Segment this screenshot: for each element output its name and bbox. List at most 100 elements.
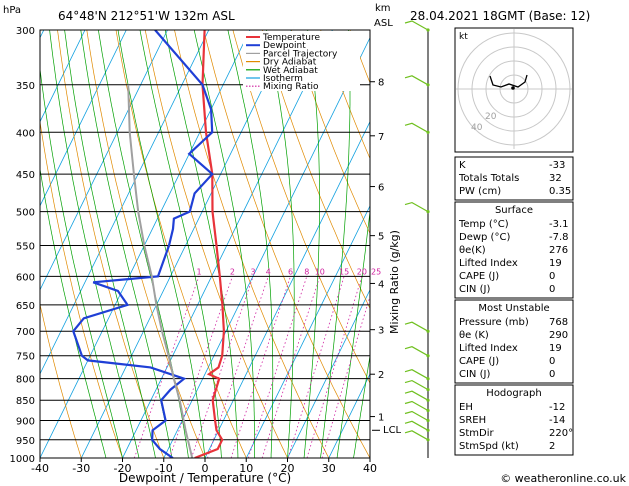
wet-adiabat-line — [49, 30, 140, 458]
surface-table-label: θe(K) — [459, 245, 486, 256]
dry-adiabat-line — [584, 30, 629, 458]
hodograph-trace — [489, 74, 528, 88]
wind-barb — [404, 201, 429, 213]
isotherm-line — [245, 204, 370, 458]
indices-table-label: Totals Totals — [458, 173, 519, 184]
hodograph-unit: kt — [459, 32, 468, 42]
mixing-ratio-line — [191, 276, 254, 458]
wind-barb — [404, 400, 429, 412]
dry-adiabat-line — [320, 30, 370, 160]
legend-label: Mixing Ratio — [263, 82, 319, 92]
wind-barb — [404, 420, 429, 431]
surface-table-label: Lifted Index — [459, 258, 518, 269]
dry-adiabat-line — [86, 30, 206, 458]
x-tick-label: 30 — [322, 462, 336, 475]
wind-barb-dot — [426, 388, 430, 392]
pressure-tick-label: 950 — [16, 436, 35, 447]
isotherm-line — [328, 373, 370, 458]
dry-adiabat-line — [261, 30, 370, 310]
km-tick-label: 5 — [378, 232, 384, 243]
most-unstable-table-value: 768 — [549, 317, 568, 328]
wind-barb — [404, 379, 429, 391]
wind-barb-dot — [426, 418, 430, 423]
dry-adiabat-line — [115, 30, 247, 458]
x-tick-label: -40 — [31, 462, 49, 475]
y-unit-label: hPa — [3, 5, 21, 16]
surface-table-label: Temp (°C) — [458, 219, 509, 230]
wet-adiabat-line — [139, 30, 222, 458]
wind-barb-dot — [426, 83, 430, 87]
profile-curves — [72, 30, 226, 458]
km-tick-label: 3 — [378, 326, 384, 337]
wind-barb-dot — [426, 210, 430, 214]
pressure-tick-label: 800 — [16, 375, 35, 386]
pressure-tick-label: 700 — [16, 327, 35, 338]
mixing-ratio-line — [169, 276, 233, 458]
hodograph-table-box — [454, 384, 574, 456]
pressure-tick-label: 300 — [16, 26, 35, 37]
hodograph-table-label: StmDir — [459, 428, 494, 439]
wind-barb-dot — [426, 329, 430, 333]
dry-adiabat-line — [613, 30, 629, 458]
km-tick-label: 7 — [378, 132, 384, 143]
isotherm-line — [122, 30, 333, 458]
mixing-ratio-label: 25 — [371, 267, 381, 276]
dry-adiabat-line — [291, 30, 370, 235]
mixing-ratio-label: 20 — [357, 267, 367, 276]
wind-barb-dot — [426, 354, 430, 358]
surface-table-value: -7.8 — [549, 232, 569, 243]
wind-barb-dot — [426, 408, 430, 413]
pressure-tick-label: 350 — [16, 81, 35, 92]
hodograph-ring-label: 20 — [485, 112, 497, 122]
km-tick-label: 6 — [378, 183, 384, 194]
most-unstable-table-title: Most Unstable — [478, 303, 549, 314]
mixing-ratio-label: 10 — [315, 267, 325, 276]
most-unstable-table-label: θe (K) — [459, 330, 489, 341]
mixing-ratio-label: 4 — [266, 267, 271, 276]
surface-table-value: 0 — [549, 271, 555, 282]
wind-barb — [404, 75, 429, 86]
wind-barb-dot — [426, 377, 430, 381]
mixing-ratio-label: 6 — [288, 267, 293, 276]
wet-adiabat-line — [353, 353, 370, 458]
asl-unit-label: ASL — [374, 18, 393, 29]
mixing-ratio-line — [248, 276, 308, 458]
indices-table-box — [454, 156, 574, 201]
pressure-tick-label: 600 — [16, 272, 35, 283]
legend-label: Temperature — [262, 33, 320, 43]
surface-table-label: CIN (J) — [459, 284, 490, 295]
wind-barb — [404, 430, 429, 441]
mixing-ratio-label: 8 — [304, 267, 309, 276]
series-parcel-trajectory — [127, 84, 194, 458]
pressure-tick-label: 450 — [16, 170, 35, 181]
mixing-ratio-label: 15 — [339, 267, 349, 276]
wind-barb — [404, 369, 429, 380]
wind-barbs — [404, 20, 430, 458]
indices-table-label: K — [459, 160, 466, 171]
x-tick-label: -10 — [155, 462, 173, 475]
hodograph-table-value: 220° — [549, 428, 573, 439]
indices-table-value: 32 — [549, 173, 562, 184]
legend-label: Dry Adiabat — [263, 58, 317, 68]
surface-table-value: 0 — [549, 284, 555, 295]
mixing-ratio-line — [306, 276, 363, 458]
isotherm-line — [287, 288, 370, 458]
mixing-ratio-line — [287, 276, 345, 458]
surface-table-title: Surface — [495, 205, 533, 216]
location-title: 64°48'N 212°51'W 132m ASL — [58, 9, 235, 23]
indices-table-value: -33 — [549, 160, 565, 171]
wind-barb-dot — [426, 438, 430, 442]
pressure-tick-label: 550 — [16, 242, 35, 253]
isotherm-line — [0, 30, 3, 458]
most-unstable-table-value: 0 — [549, 369, 555, 380]
dry-adiabat-line — [40, 302, 82, 458]
surface-table-box — [454, 201, 574, 299]
hodograph-table-label: StmSpd (kt) — [459, 441, 519, 452]
hodograph-table-value: 2 — [549, 441, 555, 452]
wind-barb — [404, 346, 429, 357]
surface-table-value: 19 — [549, 258, 562, 269]
pressure-tick-label: 750 — [16, 352, 35, 363]
wind-barb-dot — [426, 130, 430, 134]
pressure-tick-label: 400 — [16, 128, 35, 139]
